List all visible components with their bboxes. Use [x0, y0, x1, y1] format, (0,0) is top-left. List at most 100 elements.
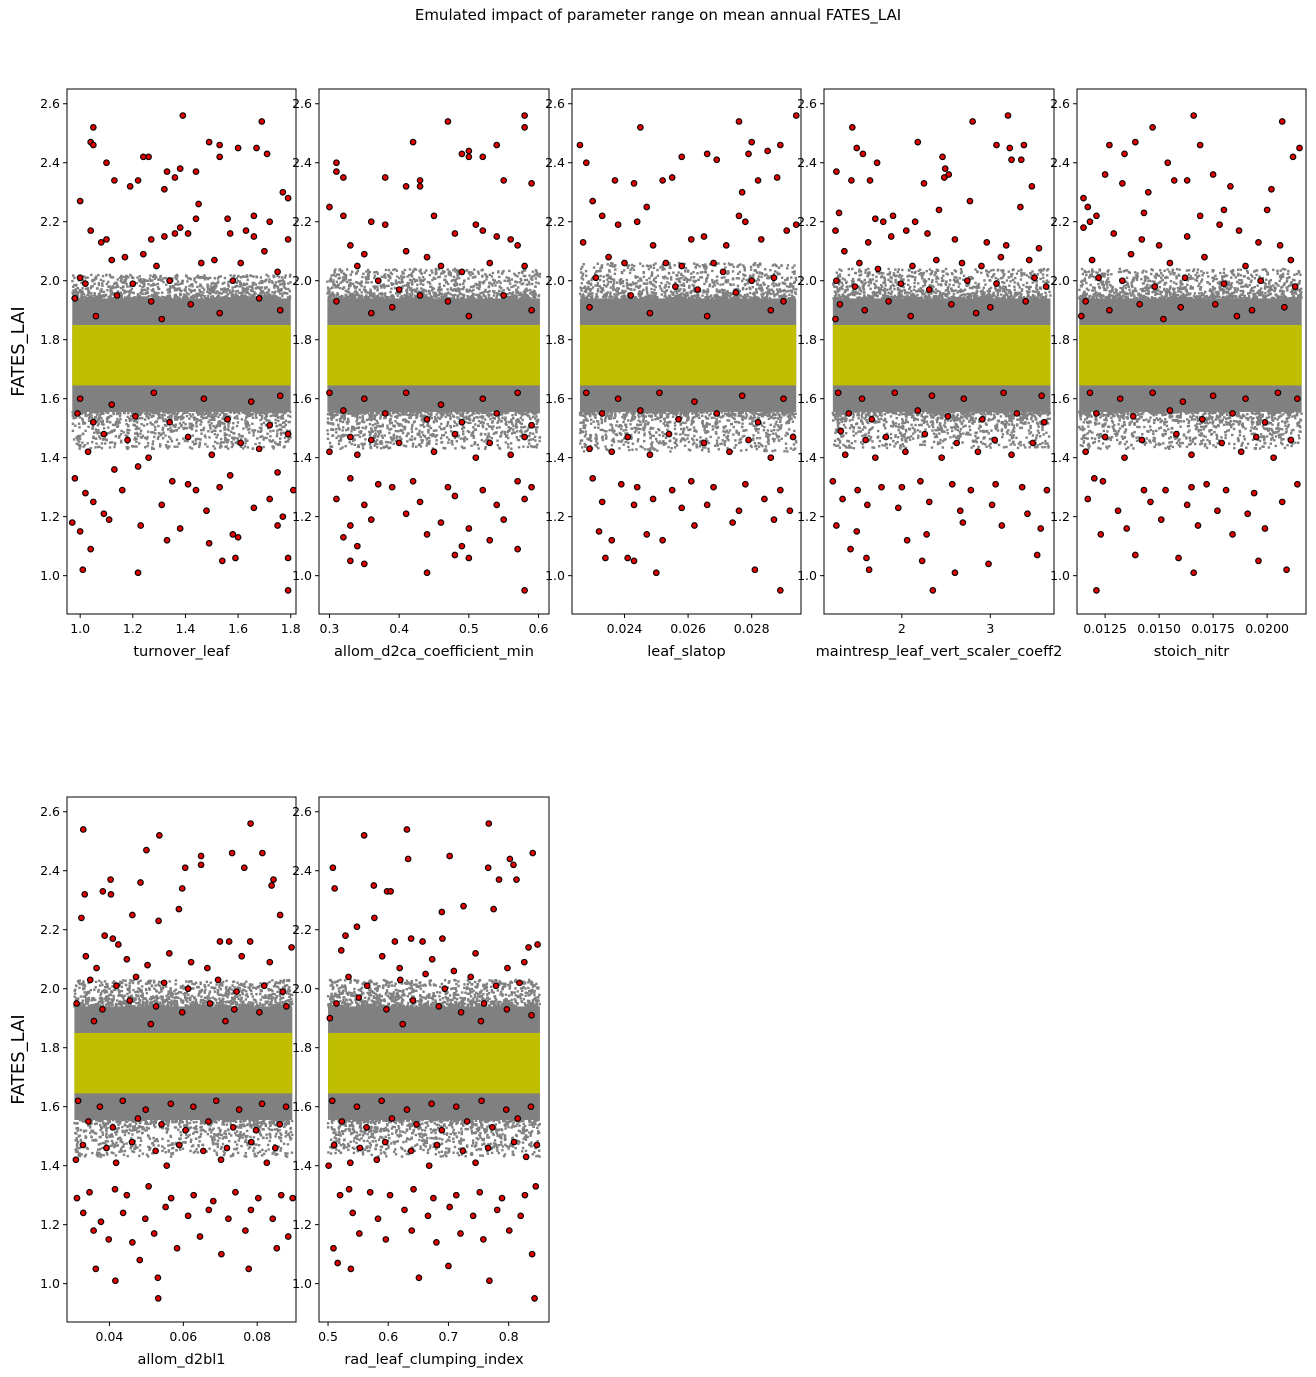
cloud-point — [182, 295, 185, 299]
cloud-point — [686, 291, 689, 295]
cloud-point — [510, 278, 514, 281]
cloud-point — [359, 431, 362, 435]
cloud-point — [441, 270, 445, 273]
cloud-point — [274, 414, 277, 418]
cloud-point — [411, 270, 415, 273]
cloud-point — [700, 448, 704, 452]
cloud-point — [215, 284, 218, 288]
cloud-point — [336, 293, 340, 296]
cloud-point — [165, 424, 168, 427]
cloud-point — [84, 411, 87, 414]
cloud-point — [535, 270, 538, 273]
cloud-point — [613, 293, 616, 296]
cloud-point — [363, 295, 367, 299]
cloud-point — [332, 428, 335, 432]
cloud-point — [654, 285, 657, 289]
highlight-point — [176, 525, 184, 532]
cloud-point — [130, 287, 134, 290]
cloud-point — [779, 290, 782, 293]
cloud-point — [349, 293, 352, 296]
cloud-point — [610, 444, 614, 447]
cloud-point — [786, 420, 790, 423]
cloud-point — [432, 421, 436, 424]
cloud-point — [103, 437, 107, 440]
cloud-point — [105, 417, 109, 421]
cloud-point — [591, 292, 594, 295]
cloud-point — [216, 442, 219, 445]
cloud-point — [498, 285, 502, 289]
cloud-point — [398, 277, 401, 280]
cloud-point — [82, 432, 85, 436]
cloud-point — [698, 445, 702, 448]
cloud-point — [81, 296, 85, 299]
cloud-point — [180, 423, 183, 427]
cloud-point — [511, 291, 515, 294]
cloud-point — [264, 410, 267, 414]
highlight-point — [465, 554, 473, 562]
cloud-point — [736, 297, 739, 300]
cloud-point — [342, 276, 345, 279]
cloud-point — [98, 431, 101, 434]
cloud-point — [645, 286, 648, 289]
cloud-point — [631, 266, 634, 270]
highlight-point — [250, 504, 258, 512]
cloud-point — [97, 418, 100, 421]
cloud-point — [436, 294, 439, 297]
cloud-point — [793, 272, 796, 275]
highlight-point — [192, 486, 200, 494]
cloud-point — [611, 265, 614, 268]
cloud-point — [251, 429, 254, 432]
cloud-point — [245, 415, 249, 418]
cloud-point — [91, 440, 94, 444]
cloud-point — [410, 272, 413, 275]
cloud-point — [408, 278, 412, 282]
cloud-point — [656, 274, 660, 278]
cloud-point — [393, 286, 397, 290]
cloud-point — [437, 410, 441, 414]
cloud-point — [389, 418, 392, 421]
cloud-point — [389, 295, 393, 299]
cloud-point — [271, 297, 275, 300]
cloud-point — [263, 293, 267, 297]
cloud-point — [160, 279, 164, 282]
cloud-point — [101, 412, 104, 416]
cloud-point — [462, 430, 465, 433]
cloud-point — [597, 426, 600, 429]
x-axis-label: allom_d2ca_coefficient_min — [334, 644, 534, 660]
cloud-point — [77, 422, 81, 425]
cloud-point — [500, 290, 504, 294]
cloud-point — [518, 281, 522, 284]
cloud-point — [345, 434, 348, 437]
cloud-point — [619, 292, 622, 295]
cloud-point — [606, 410, 609, 414]
cloud-point — [410, 414, 413, 417]
cloud-point — [402, 272, 405, 275]
cloud-point — [159, 433, 163, 437]
cloud-point — [279, 431, 283, 435]
cloud-point — [670, 296, 673, 300]
cloud-point — [283, 282, 287, 286]
cloud-point — [699, 443, 702, 446]
cloud-point — [370, 281, 373, 284]
cloud-point — [266, 411, 269, 414]
cloud-point — [701, 294, 704, 297]
cloud-point — [418, 410, 422, 414]
cloud-point — [216, 433, 219, 437]
cloud-point — [782, 410, 785, 414]
cloud-point — [599, 428, 602, 432]
cloud-point — [694, 412, 697, 415]
highlight-point — [528, 306, 535, 314]
cloud-point — [74, 416, 78, 419]
cloud-point — [401, 297, 404, 300]
cloud-point — [207, 430, 210, 433]
cloud-point — [473, 268, 476, 271]
cloud-point — [146, 412, 149, 416]
cloud-point — [260, 426, 263, 430]
cloud-point — [775, 434, 778, 437]
cloud-point — [195, 417, 199, 421]
cloud-point — [217, 291, 221, 294]
cloud-point — [145, 411, 148, 414]
highlight-point — [139, 250, 147, 258]
cloud-point — [73, 290, 76, 293]
cloud-point — [144, 446, 147, 449]
